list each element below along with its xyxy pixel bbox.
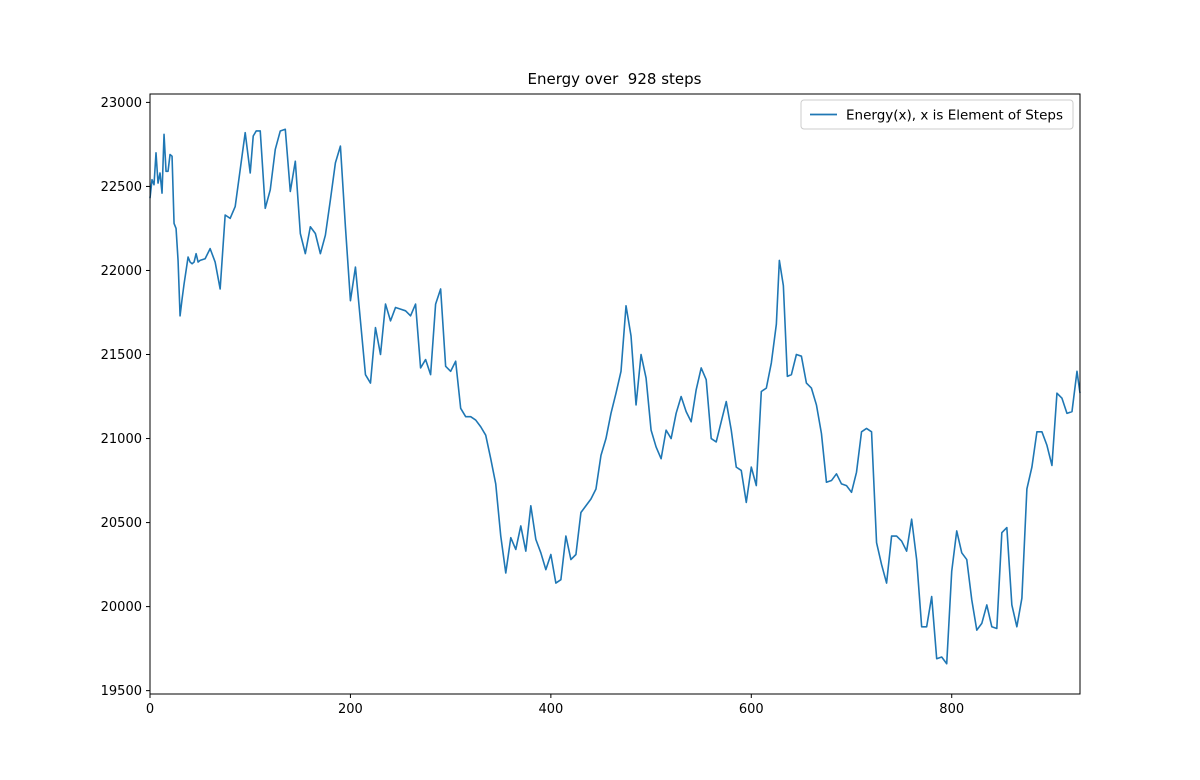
x-tick-label: 200 [338,702,363,717]
y-tick-label: 20500 [101,516,142,531]
x-axis-ticks: 0 200 400 600 800 [146,694,964,717]
x-tick-label: 0 [146,702,154,717]
legend-label: Energy(x), x is Element of Steps [846,108,1063,124]
series-line-energy [149,128,1081,665]
y-tick-label: 21500 [101,348,142,363]
y-tick-label: 23000 [101,96,142,111]
legend-box [800,99,1074,130]
x-tick-label: 600 [739,702,764,717]
y-tick-label: 19500 [101,684,142,699]
x-tick-label: 400 [538,702,563,717]
plot-area [149,128,1081,665]
x-tick-label: 800 [939,702,964,717]
chart-title: Energy over 928 steps [528,70,702,88]
y-tick-label: 20000 [101,600,142,615]
y-tick-label: 21000 [101,432,142,447]
y-tick-label: 22000 [101,264,142,279]
axes-frame [149,93,1081,695]
y-tick-label: 22500 [101,180,142,195]
legend: Energy(x), x is Element of Steps [800,99,1074,130]
y-axis-ticks: 19500 20000 20500 21000 21500 22000 22500 23000 [101,96,150,699]
